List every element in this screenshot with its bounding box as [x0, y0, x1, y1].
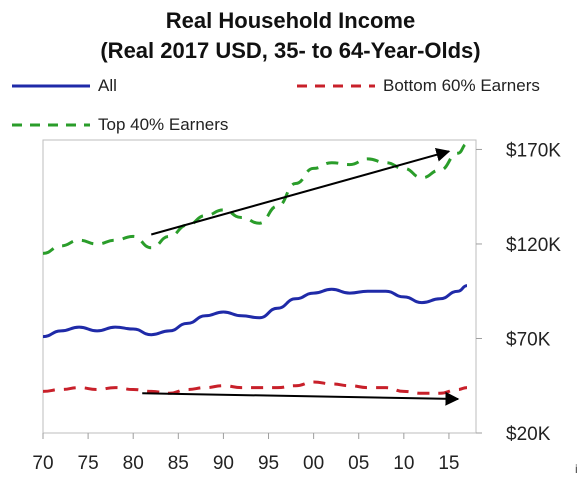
x-tick-label: 90 — [213, 453, 234, 474]
series-layer — [43, 144, 467, 393]
y-tick-label: $120K — [506, 235, 561, 256]
x-tick-label: 10 — [393, 453, 414, 474]
y-tick-label: $20K — [506, 424, 551, 445]
x-tick-label: 05 — [348, 453, 369, 474]
series-line-top-40-earners — [43, 144, 467, 254]
y-tick-label: $70K — [506, 329, 551, 350]
x-tick-label: 70 — [32, 453, 53, 474]
tick-labels: 70 75 80 85 90 95 00 05 10 15 $20K $70K $120K $170K — [32, 140, 561, 474]
y-tick-label: $170K — [506, 140, 561, 161]
footnote-marker: i — [575, 462, 578, 476]
trend-arrow-flat — [142, 393, 458, 399]
x-tick-label: 75 — [78, 453, 99, 474]
trend-arrow-up — [151, 151, 449, 234]
x-tick-label: 00 — [303, 453, 324, 474]
series-line-all — [43, 286, 467, 337]
x-tick-label: 85 — [168, 453, 189, 474]
series-line-bottom-60-earners — [43, 382, 467, 393]
x-tick-label: 80 — [123, 453, 144, 474]
x-tick-label: 15 — [438, 453, 459, 474]
x-tick-label: 95 — [258, 453, 279, 474]
trend-arrows — [142, 151, 458, 399]
